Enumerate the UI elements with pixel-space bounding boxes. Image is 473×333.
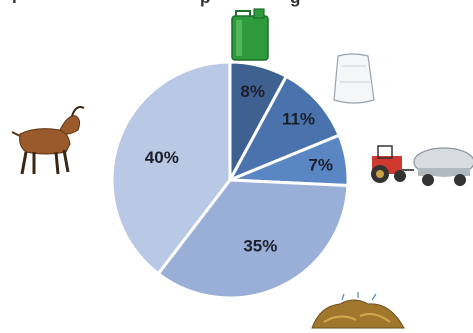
slice-label: 8% [240,82,265,101]
goat-icon [11,106,85,175]
tractor-tanker-icon [371,145,473,186]
manure-heap-icon [311,292,405,329]
fertilizer-sack-icon [333,53,375,104]
cropped-title: r p g [0,0,473,10]
slice-label: 11% [282,110,315,129]
slice-label: 40% [145,148,179,167]
pie-slice-35 [156,178,350,300]
pie-slice-40 [110,60,232,276]
fuel-canister-icon [231,8,269,61]
pie-slice-11 [226,74,342,183]
pie-labels: 8% 11% 7% 35% 40% [145,82,333,255]
slice-label: 7% [308,155,333,174]
slice-label: 35% [243,236,277,255]
pie-slices [110,60,350,300]
